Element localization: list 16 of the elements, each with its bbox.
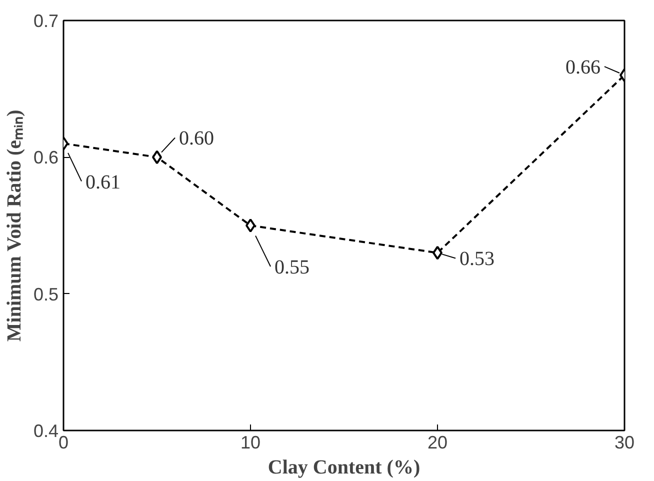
y-tick-label: 0.5 — [33, 284, 59, 304]
x-axis-title: Clay Content (%) — [268, 456, 420, 478]
data-label: 0.55 — [274, 256, 310, 278]
data-label: 0.53 — [460, 248, 495, 270]
x-tick-label: 30 — [614, 432, 635, 452]
y-tick-label: 0.7 — [33, 11, 59, 31]
data-label: 0.61 — [86, 171, 121, 194]
y-tick-label: 0.6 — [33, 148, 59, 168]
point — [246, 218, 256, 232]
y-tick-label: 0.4 — [33, 421, 59, 441]
data-label: 0.66 — [565, 56, 600, 79]
y-axis-title: Minimum Void Ratio (eₘᵢₙ) — [3, 110, 26, 342]
data-label: 0.60 — [179, 128, 214, 150]
x-tick-label: 10 — [240, 432, 261, 452]
x-tick-label: 0 — [58, 432, 69, 452]
x-tick-label: 20 — [427, 432, 448, 452]
